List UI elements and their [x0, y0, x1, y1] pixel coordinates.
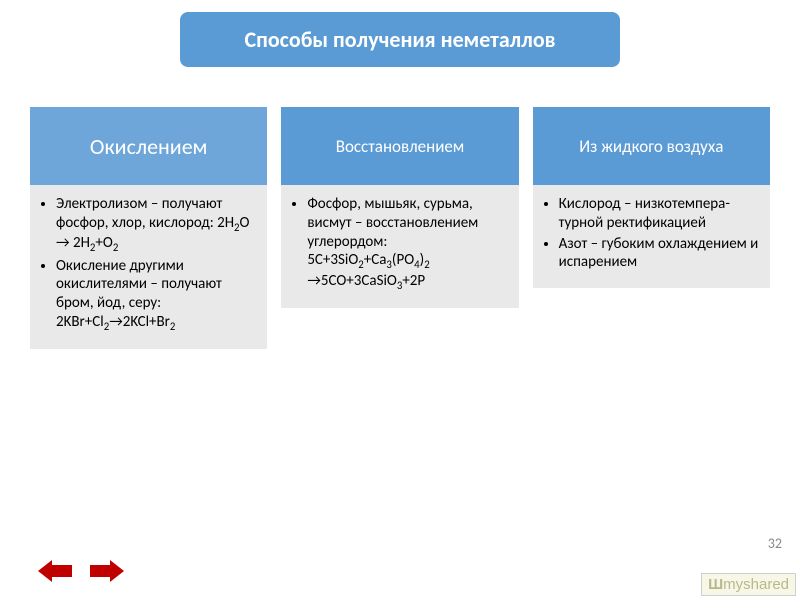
column-2-header: Восстановлением	[281, 107, 518, 185]
column-3: Из жидкого воздуха Кислород – низкотемпе…	[533, 107, 770, 349]
column-1-list: Электролизом – получают фосфор, хлор, ки…	[38, 195, 259, 333]
page-number: 32	[768, 535, 782, 552]
column-2-body: Фосфор, мышьяк, сурьма, висмут – восстан…	[281, 185, 518, 308]
column-2-list: Фосфор, мышьяк, сурьма, висмут – восстан…	[289, 195, 510, 292]
columns-container: Окислением Электролизом – получают фосфо…	[30, 107, 770, 349]
list-item: Кислород – низкотемпера-турной ректифика…	[559, 195, 762, 233]
next-arrow-icon[interactable]	[90, 560, 124, 582]
slide-title: Способы получения неметаллов	[180, 12, 620, 67]
column-3-list: Кислород – низкотемпера-турной ректифика…	[541, 195, 762, 272]
list-item: Электролизом – получают фосфор, хлор, ки…	[56, 195, 259, 255]
list-item: Окисление другими окислителями – получаю…	[56, 257, 259, 334]
prev-arrow-icon[interactable]	[38, 560, 72, 582]
column-3-body: Кислород – низкотемпера-турной ректифика…	[533, 185, 770, 288]
column-1: Окислением Электролизом – получают фосфо…	[30, 107, 267, 349]
watermark-text: myshared	[723, 576, 789, 593]
column-2: Восстановлением Фосфор, мышьяк, сурьма, …	[281, 107, 518, 349]
list-item: Фосфор, мышьяк, сурьма, висмут – восстан…	[307, 195, 510, 292]
list-item: Азот – губоким охлаждением и испарением	[559, 235, 762, 273]
column-3-header: Из жидкого воздуха	[533, 107, 770, 185]
nav-arrows	[38, 560, 124, 582]
column-1-header: Окислением	[30, 107, 267, 185]
column-1-body: Электролизом – получают фосфор, хлор, ки…	[30, 185, 267, 349]
watermark: Шmyshared	[701, 573, 796, 596]
watermark-logo: Ш	[708, 576, 723, 593]
slide: Способы получения неметаллов Окислением …	[0, 0, 800, 600]
